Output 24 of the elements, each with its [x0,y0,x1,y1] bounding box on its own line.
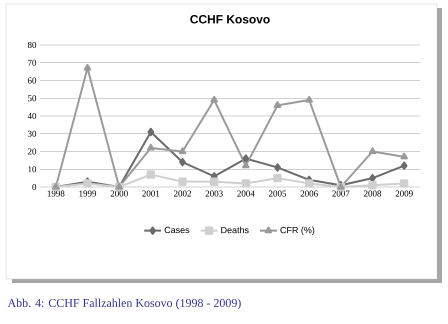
x-tick-label: 2006 [300,190,318,197]
legend-label: Cases [164,226,190,234]
x-tick-label: 2009 [396,190,413,197]
x-tick-label: 1999 [79,190,96,197]
y-tick-label: 10 [28,166,36,172]
legend-label: CFR (%) [280,226,314,236]
y-tick-label: 30 [28,130,36,137]
y-tick-label: 70 [28,60,36,66]
legend-label: Deaths [221,226,249,234]
y-tick-label: 50 [28,95,36,102]
y-tick-label: 40 [28,112,36,120]
x-tick-label: 2005 [268,190,286,197]
x-tick-label: 2004 [237,190,255,197]
y-tick-label: 60 [28,77,36,84]
chart-title: CCHF Kosovo [190,15,270,24]
caption: Abb. 4: CCHF Fallzahlen Kosovo (1998 - 2009) [8,298,241,310]
x-tick-label: 2002 [174,190,191,197]
y-tick-label: 0 [32,184,36,190]
x-tick-label: 2003 [206,190,223,197]
x-tick-label: 2008 [364,190,382,197]
y-tick-label: 80 [28,42,36,48]
x-tick-label: 2007 [332,190,350,197]
x-tick-label: 2001 [142,190,160,197]
y-tick-label: 20 [28,148,36,155]
